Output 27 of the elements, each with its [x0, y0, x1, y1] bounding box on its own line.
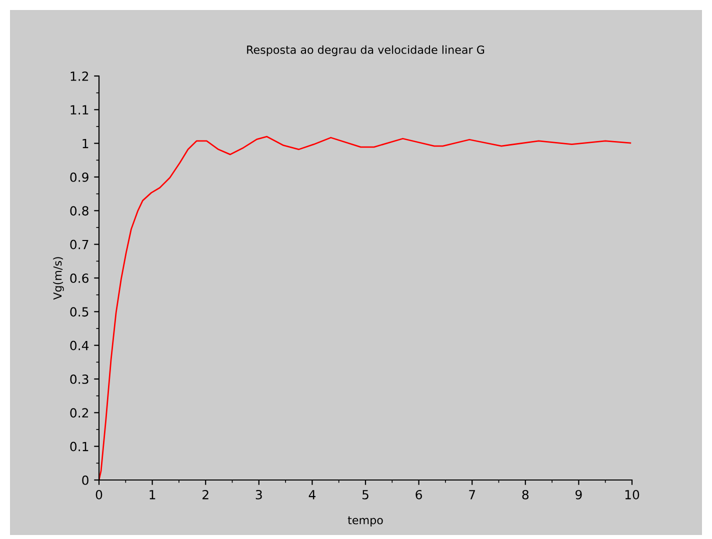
y-tick-label: 0.6: [70, 273, 88, 283]
y-tick-label: 0: [82, 475, 88, 485]
y-tick-label: 0.7: [70, 240, 88, 250]
y-tick-label: 1.1: [70, 105, 88, 114]
y-tick-label: 0.9: [70, 172, 88, 182]
y-tick-label: 0.3: [70, 374, 88, 384]
x-tick-label: 9: [576, 490, 582, 500]
y-tick-label: 1: [82, 138, 88, 148]
y-tick-label: 0.5: [70, 307, 88, 317]
x-tick-label: 1: [150, 490, 156, 500]
x-tick-label: 4: [308, 490, 316, 500]
x-tick-label: 0: [96, 490, 102, 500]
y-tick-label: 0.8: [70, 206, 88, 216]
x-tick-label: 7: [469, 490, 476, 500]
x-tick-label: 8: [522, 490, 529, 500]
x-tick-label: 2: [202, 490, 208, 500]
y-tick-label: 0.4: [70, 340, 89, 350]
chart-title: Resposta ao degrau da velocidade linear G: [247, 45, 484, 56]
y-tick-label: 0.2: [70, 408, 88, 418]
x-axis-title: tempo: [348, 516, 383, 526]
x-tick-label: 3: [256, 490, 262, 500]
y-axis-title: Vg(m/s): [53, 257, 64, 300]
x-tick-label: 6: [416, 490, 422, 500]
y-tick-label: 1.2: [70, 71, 88, 81]
x-tick-label: 5: [362, 490, 368, 500]
x-tick-label: 10: [625, 490, 640, 500]
y-tick-label: 0.1: [70, 442, 88, 452]
